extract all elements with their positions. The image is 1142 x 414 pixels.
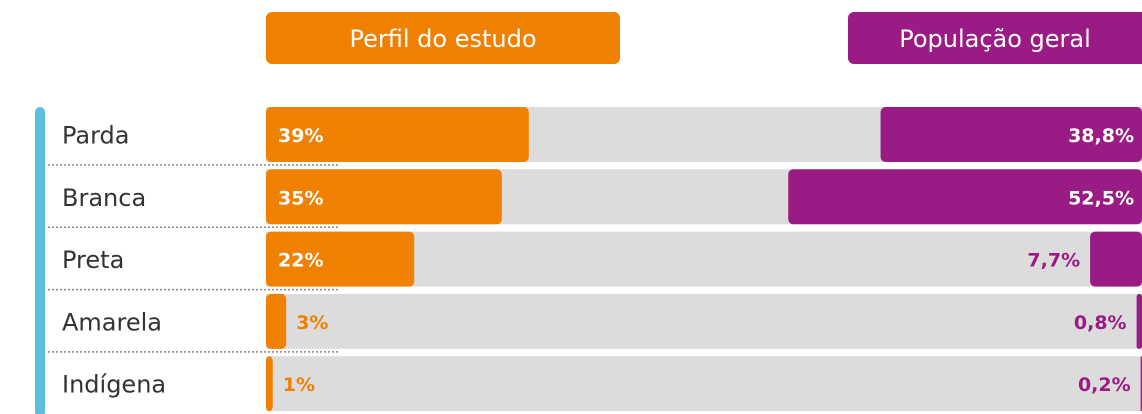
value-label: 3% (296, 312, 328, 334)
value-label: 38,8% (1068, 125, 1134, 147)
bar (266, 293, 287, 349)
value-label: 52,5% (1068, 187, 1134, 209)
row-background (266, 293, 1142, 349)
bar (788, 169, 1142, 225)
bar (1136, 293, 1142, 349)
value-label: 35% (278, 187, 323, 209)
header-box (848, 12, 1142, 64)
value-label: 0,8% (1074, 312, 1127, 334)
value-label: 7,7% (1027, 250, 1080, 272)
value-label: 39% (278, 125, 323, 147)
category-label: Preta (62, 246, 124, 274)
legend-label: População geral (899, 25, 1091, 53)
legend-label: Perfil do estudo (349, 25, 536, 53)
value-label: 0,2% (1078, 374, 1131, 396)
category-label: Parda (62, 122, 130, 150)
bar (266, 356, 273, 412)
value-label: 22% (278, 250, 323, 272)
bar (266, 107, 529, 162)
bar (266, 231, 415, 287)
value-label: 1% (283, 374, 315, 396)
category-label: Indígena (62, 371, 166, 399)
bar (266, 169, 502, 225)
row-background (266, 356, 1142, 412)
bar (880, 107, 1142, 162)
accent-bar (35, 107, 45, 414)
category-label: Branca (62, 184, 146, 212)
bar (1090, 231, 1142, 287)
header-box (266, 12, 620, 64)
category-label: Amarela (62, 308, 162, 336)
